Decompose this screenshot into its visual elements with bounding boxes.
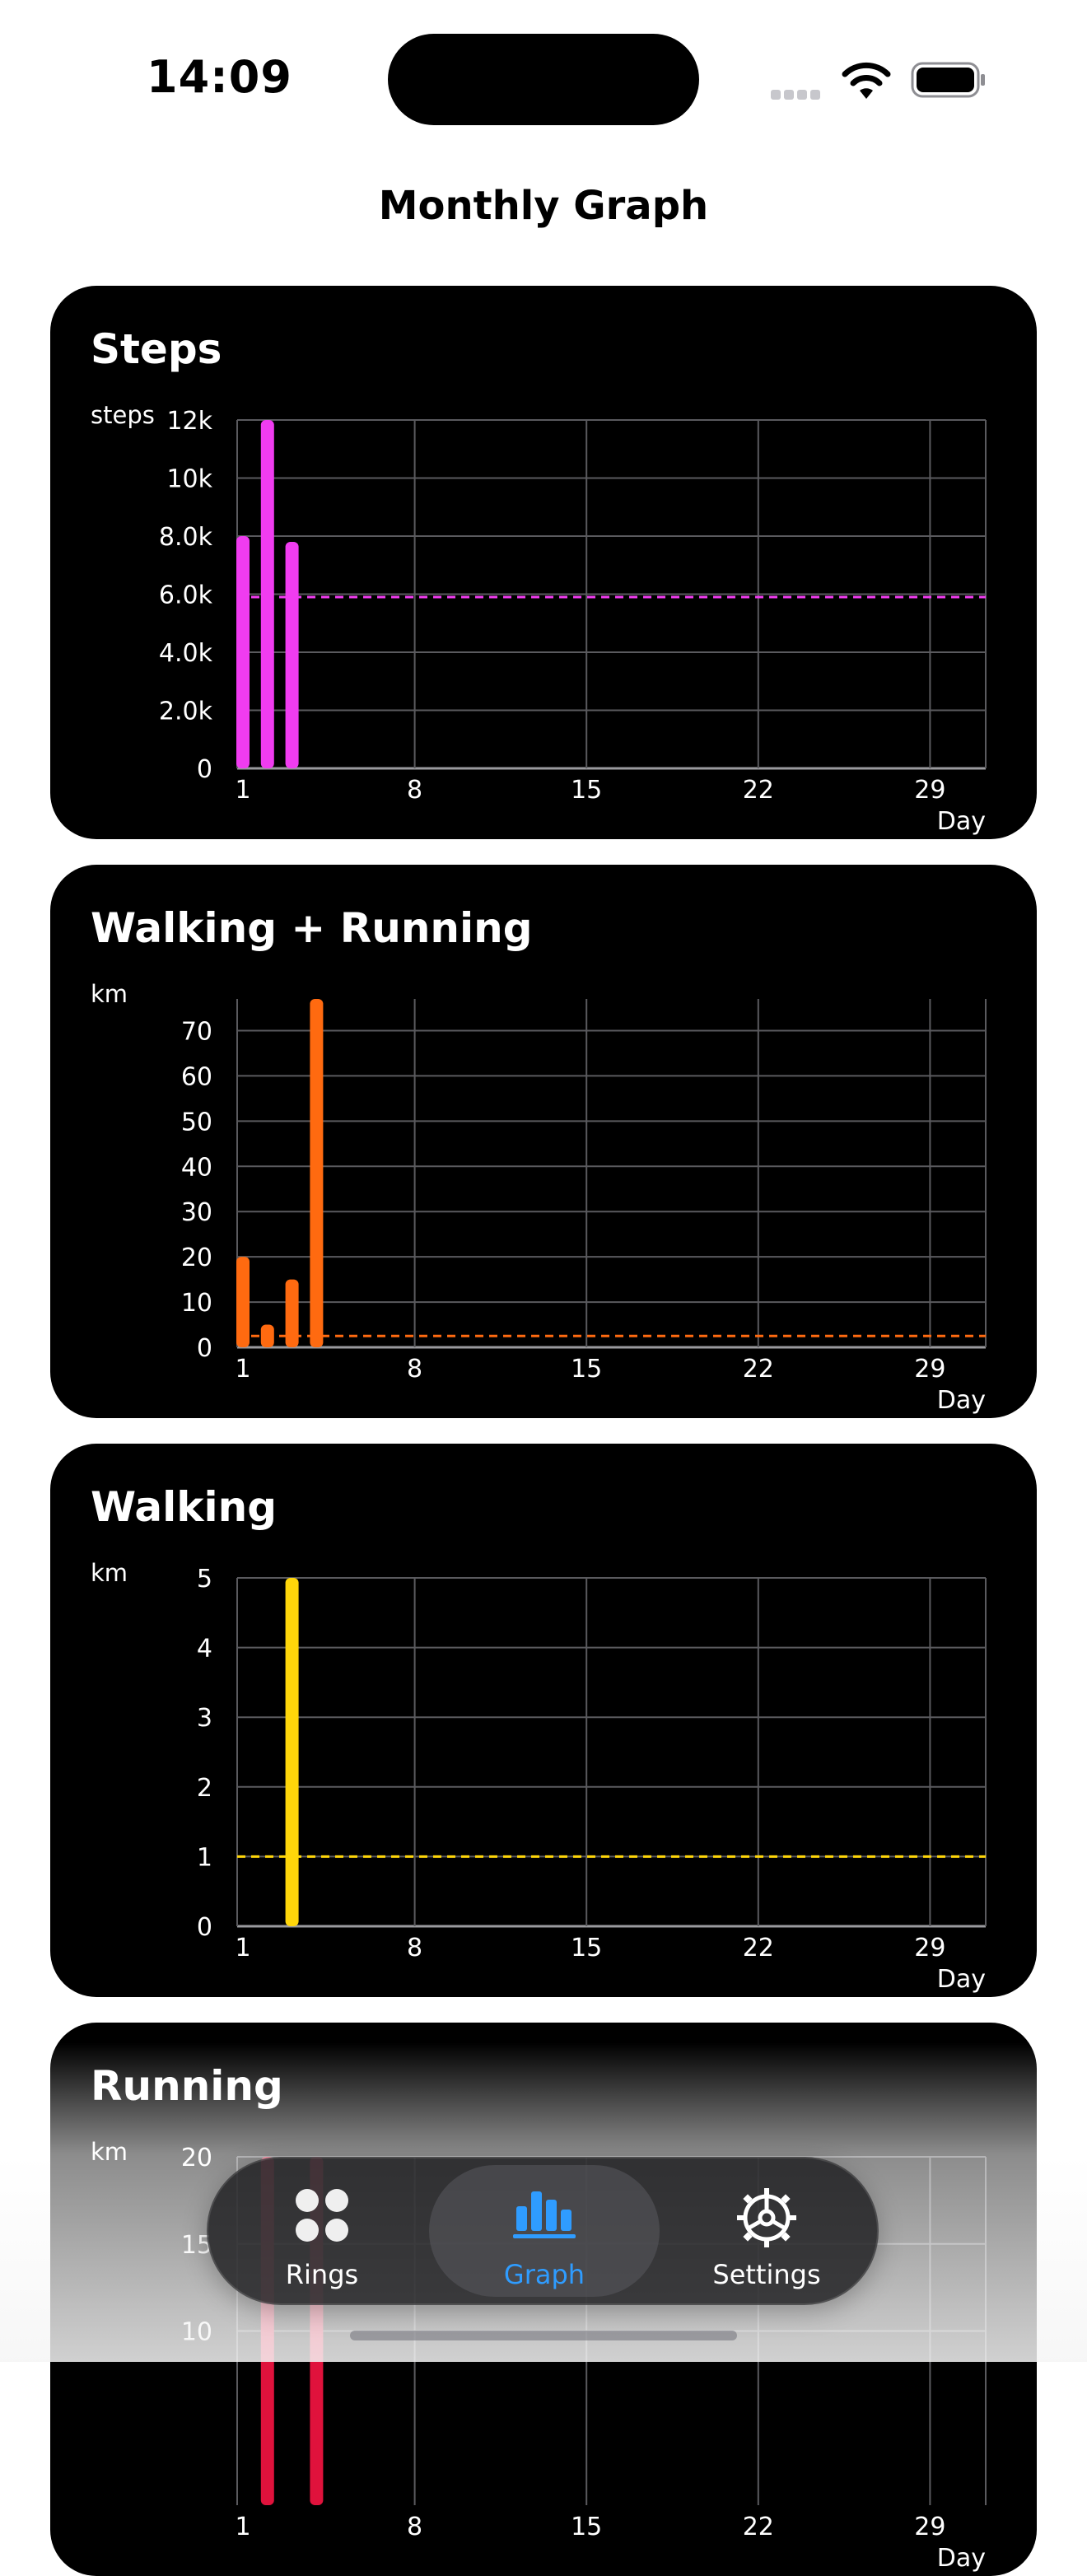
x-axis-label: Day [937,1386,986,1415]
bar [236,536,250,768]
y-tick-label: 1 [197,1843,212,1872]
status-time: 14:09 [147,51,292,103]
x-tick-label: 15 [571,1934,602,1962]
y-tick-label: 50 [181,1108,212,1136]
x-tick-label: 15 [571,1355,602,1384]
bar-graph-icon [513,2191,576,2238]
y-tick-label: 70 [181,1017,212,1046]
y-tick-label: 6.0k [159,581,213,610]
card-title: Walking + Running [91,904,533,952]
y-tick-label: 10 [181,1289,212,1318]
card-title: Walking [91,1483,278,1531]
status-bar: 14:09 [0,0,1087,156]
bar [260,420,274,768]
x-axis-label: Day [937,807,986,836]
y-tick-label: 40 [181,1153,212,1182]
bar [310,999,324,1347]
x-axis-label: Day [937,1965,986,1994]
rings-icon [296,2189,348,2242]
home-indicator [350,2331,737,2340]
x-tick-label: 29 [914,1355,945,1384]
y-tick-label: 0 [197,755,212,784]
y-tick-label: 0 [197,1334,212,1363]
walking-running-card[interactable]: Walking + Running km 0 10 20 30 40 50 60 70 1 8 15 2… [50,865,1037,1418]
tab-selection-highlight [429,2165,660,2297]
y-tick-label: 4.0k [159,639,213,668]
y-tick-label: 10k [166,465,212,494]
x-tick-label: 29 [914,2513,945,2541]
x-tick-label: 1 [235,1355,250,1384]
y-axis-unit-label: km [91,2138,128,2166]
x-tick-label: 29 [914,1934,945,1962]
x-tick-label: 29 [914,776,945,805]
y-tick-label: 8.0k [159,523,213,552]
x-tick-label: 22 [743,776,774,805]
x-tick-label: 15 [571,2513,602,2541]
x-tick-label: 22 [743,1934,774,1962]
tab-bar: Rings Graph [207,2157,879,2305]
tab-label: Settings [712,2259,821,2290]
cellular-signal-icon [771,87,823,103]
x-axis-label: Day [937,2544,986,2573]
gear-icon [737,2188,796,2247]
x-tick-label: 8 [407,776,422,805]
y-axis-unit-label: steps [91,401,155,429]
x-tick-label: 22 [743,2513,774,2541]
card-title: Steps [91,325,222,373]
y-tick-label: 2.0k [159,698,213,726]
y-tick-label: 5 [197,1565,212,1594]
y-tick-label: 2 [197,1774,212,1803]
y-axis-unit-label: km [91,1559,128,1587]
tab-label: Rings [285,2259,359,2290]
tab-rings[interactable]: Rings [207,2157,437,2305]
x-tick-label: 8 [407,1355,422,1384]
y-tick-label: 60 [181,1062,212,1091]
y-tick-label: 12k [166,407,212,436]
y-tick-label: 4 [197,1635,212,1664]
battery-icon [911,62,985,98]
bar [285,1279,299,1347]
page-title: Monthly Graph [378,183,709,229]
y-tick-label: 0 [197,1913,212,1942]
tab-graph[interactable]: Graph [429,2157,660,2305]
x-tick-label: 8 [407,2513,422,2541]
y-axis-unit-label: km [91,980,128,1008]
bar [285,542,299,768]
dynamic-island [388,34,699,125]
y-tick-label: 20 [181,1244,212,1272]
bar [236,1257,250,1347]
x-tick-label: 1 [235,1934,250,1962]
steps-card[interactable]: Steps steps 0 2.0k 4.0k 6.0k 8.0k 10k 12k 1 8 15 22… [50,286,1037,839]
y-tick-label: 30 [181,1198,212,1227]
tab-label: Graph [503,2259,585,2290]
bar [285,1578,299,1926]
x-tick-label: 1 [235,2513,250,2541]
wifi-icon [842,62,891,99]
x-tick-label: 22 [743,1355,774,1384]
y-tick-label: 10 [181,2318,212,2347]
x-tick-label: 1 [235,776,250,805]
tab-settings[interactable]: Settings [651,2157,882,2305]
x-tick-label: 8 [407,1934,422,1962]
x-tick-label: 15 [571,776,602,805]
y-tick-label: 3 [197,1704,212,1733]
walking-card[interactable]: Walking km 0 1 2 3 4 5 1 8 15 22 29 Day [50,1444,1037,1997]
